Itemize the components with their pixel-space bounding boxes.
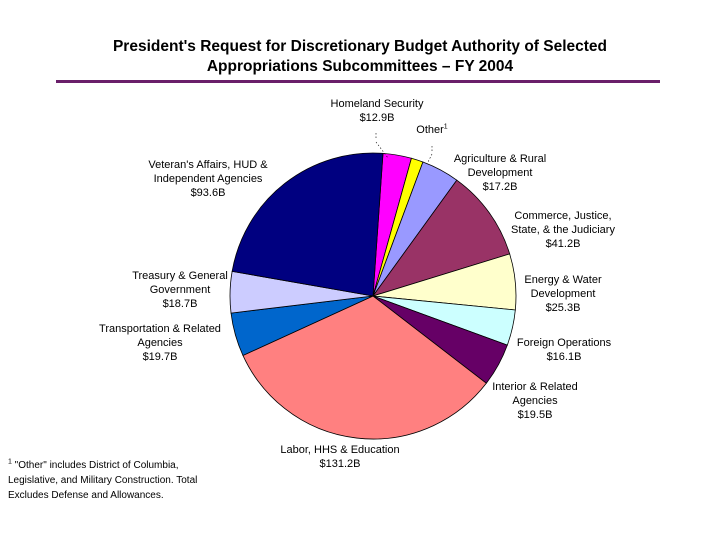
label-foreign-operations: Foreign Operations $16.1B	[516, 337, 612, 363]
label-energy: Energy & Water Development $25.3B	[524, 274, 602, 314]
label-veterans: Veteran's Affairs, HUD & Independent Age…	[148, 159, 268, 199]
label-interior: Interior & Related Agencies $19.5B	[492, 381, 578, 421]
pie-slice-commerce-justice-state-the-judiciary	[371, 179, 511, 297]
chart-title-line2: Appropriations Subcommittees – FY 2004	[206, 58, 514, 75]
pie-slice-labor-hhs-education	[242, 295, 487, 440]
leader-lines	[375, 133, 433, 165]
label-labor: Labor, HHS & Education $131.2B	[280, 444, 400, 470]
label-transportation: Transportation & Related Agencies $19.7B	[99, 323, 221, 363]
chart-title-line1: President's Request for Discretionary Bu…	[112, 38, 608, 55]
label-commerce: Commerce, Justice, State, & the Judiciar…	[511, 210, 615, 250]
label-agriculture: Agriculture & Rural Development $17.2B	[453, 153, 547, 193]
footnote: 1 "Other" includes District of Columbia,…	[8, 458, 198, 501]
title-divider	[56, 80, 660, 83]
pie-slice-veteran-s-affairs-hud-independent-agencies	[231, 152, 384, 297]
label-homeland-security: Homeland Security $12.9B	[330, 98, 424, 124]
label-treasury: Treasury & General Government $18.7B	[132, 270, 228, 310]
label-other: Other1	[416, 123, 448, 136]
other-leader-line-dotted	[426, 153, 433, 165]
